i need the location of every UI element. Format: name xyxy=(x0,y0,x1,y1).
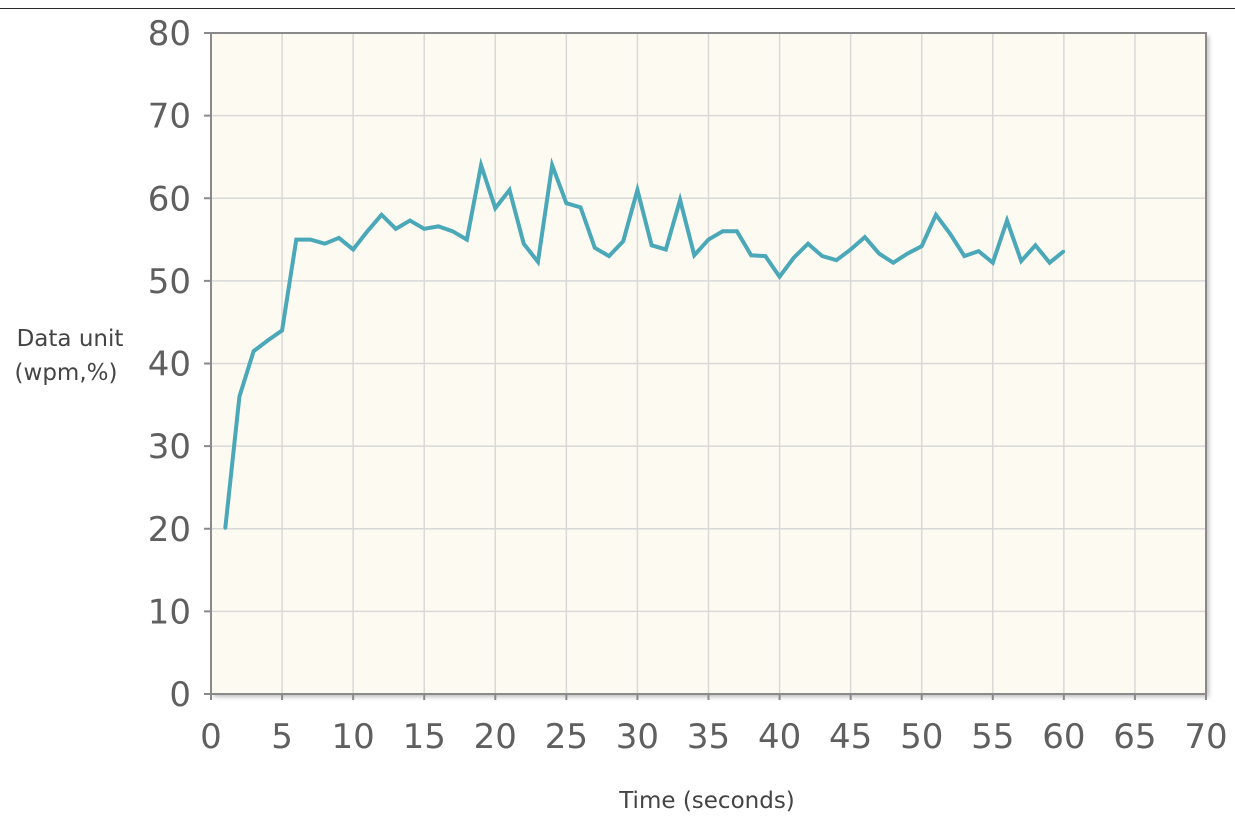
x-tick-label: 50 xyxy=(900,717,943,757)
y-tick-label: 30 xyxy=(148,427,191,467)
series-group xyxy=(223,157,1066,530)
data-point xyxy=(366,230,369,233)
data-point xyxy=(579,206,582,209)
x-tick-label: 65 xyxy=(1113,717,1156,757)
data-point xyxy=(664,248,668,251)
y-tick-label: 10 xyxy=(148,592,191,632)
data-point xyxy=(394,227,397,231)
y-axis-title-line-1: Data unit xyxy=(17,326,124,352)
x-tick-label: 55 xyxy=(971,717,1014,757)
data-point xyxy=(764,254,767,258)
data-point xyxy=(522,242,525,245)
y-tick-label: 0 xyxy=(169,675,191,715)
data-point xyxy=(465,238,469,241)
data-point xyxy=(877,252,881,255)
data-point xyxy=(238,395,241,398)
data-point xyxy=(1020,259,1023,263)
data-point xyxy=(565,202,568,205)
data-point xyxy=(906,252,909,255)
data-point xyxy=(991,261,994,264)
y-tick-label: 40 xyxy=(148,345,191,385)
data-point xyxy=(678,198,682,202)
data-point xyxy=(550,164,554,167)
data-point xyxy=(977,249,980,253)
data-point xyxy=(963,254,966,258)
data-point xyxy=(252,349,255,353)
data-point xyxy=(408,219,412,222)
data-point xyxy=(280,329,284,332)
data-point xyxy=(934,213,938,216)
data-point xyxy=(721,230,724,233)
data-point xyxy=(323,242,326,245)
x-tick-label: 35 xyxy=(687,717,730,757)
data-point xyxy=(778,275,781,278)
y-tick-label: 70 xyxy=(148,97,191,137)
data-point xyxy=(693,254,696,257)
y-tick-label: 50 xyxy=(148,262,191,302)
top-border-line xyxy=(0,8,1235,9)
data-point xyxy=(295,238,298,241)
data-point xyxy=(536,260,540,264)
data-point xyxy=(749,254,753,257)
y-axis-title-line-2: (wpm,%) xyxy=(15,360,118,386)
data-point xyxy=(337,236,341,240)
data-point xyxy=(707,238,710,241)
x-tick-label: 20 xyxy=(474,717,517,757)
data-point xyxy=(920,244,923,248)
data-point xyxy=(607,254,611,258)
data-point xyxy=(835,259,838,262)
x-tick-label: 45 xyxy=(829,717,872,757)
x-tick-label: 40 xyxy=(758,717,801,757)
series-line xyxy=(223,157,1066,529)
data-point xyxy=(266,339,270,342)
data-point xyxy=(849,248,852,251)
data-point xyxy=(437,225,440,228)
y-tick-label: 20 xyxy=(148,510,191,550)
data-point xyxy=(892,261,895,264)
x-axis-title: Time (seconds) xyxy=(618,788,795,814)
x-tick-label: 25 xyxy=(545,717,588,757)
data-point xyxy=(792,256,795,259)
data-point xyxy=(593,246,596,250)
data-point xyxy=(351,248,355,251)
data-point xyxy=(224,527,227,530)
data-point xyxy=(863,235,867,239)
data-point xyxy=(622,240,625,243)
data-point xyxy=(650,244,653,247)
data-point xyxy=(1062,249,1066,253)
data-point xyxy=(1048,261,1051,264)
x-tick-label: 5 xyxy=(271,717,293,757)
data-point xyxy=(380,213,383,216)
data-point xyxy=(1034,244,1037,247)
data-point xyxy=(821,254,824,258)
y-tick-label: 60 xyxy=(148,179,191,219)
y-tick-label: 80 xyxy=(148,14,191,54)
data-point xyxy=(479,164,483,167)
x-tick-label: 70 xyxy=(1184,717,1227,757)
data-point xyxy=(806,242,810,245)
x-tick-label: 10 xyxy=(332,717,375,757)
x-tick-label: 15 xyxy=(403,717,446,757)
data-point xyxy=(508,188,511,192)
x-tick-label: 30 xyxy=(616,717,659,757)
data-point xyxy=(451,230,454,233)
data-point xyxy=(494,206,497,210)
data-point xyxy=(309,238,312,241)
data-point xyxy=(636,188,639,192)
data-point xyxy=(423,227,426,231)
x-tick-label: 60 xyxy=(1042,717,1085,757)
axis-ticks: 0 5 10 15 20 25 30 35 40 45 50 55 60 65 70 0 10 20 30 40 50 6… xyxy=(148,14,1228,757)
x-tick-label: 0 xyxy=(200,717,222,757)
data-point xyxy=(948,232,952,235)
data-point xyxy=(735,230,739,233)
data-point xyxy=(1005,219,1009,222)
